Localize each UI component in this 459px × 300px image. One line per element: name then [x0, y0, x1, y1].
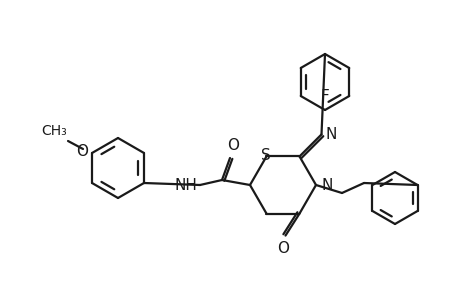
- Text: NH: NH: [174, 178, 196, 194]
- Text: F: F: [320, 89, 329, 104]
- Text: O: O: [226, 138, 239, 153]
- Text: O: O: [277, 241, 289, 256]
- Text: O: O: [76, 145, 88, 160]
- Text: S: S: [260, 148, 270, 163]
- Text: CH₃: CH₃: [41, 124, 67, 138]
- Text: N: N: [325, 127, 336, 142]
- Text: N: N: [321, 178, 333, 193]
